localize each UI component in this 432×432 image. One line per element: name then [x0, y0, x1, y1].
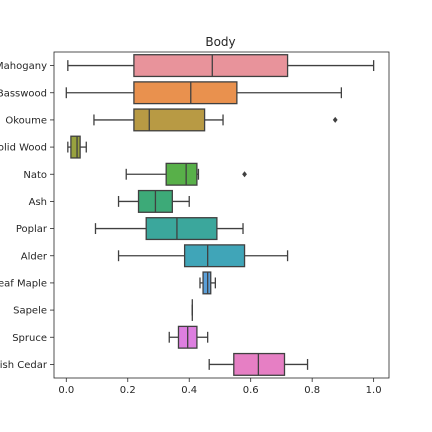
box-2 — [93, 108, 338, 132]
outlier-point — [242, 171, 247, 178]
x-axis: 0.0 0.2 0.4 0.6 0.8 1.0 — [58, 378, 382, 396]
chart-title: Body — [205, 35, 235, 49]
y-tick-label: Poplar — [16, 224, 48, 235]
box-4 — [125, 162, 247, 186]
y-tick-label: Nato — [23, 170, 47, 181]
box-6 — [94, 217, 244, 241]
box-1 — [65, 81, 343, 105]
y-tick-label: Spruce — [12, 333, 47, 344]
y-tick-label: Leaf Maple — [0, 278, 47, 289]
y-tick-label: Basswood — [0, 88, 47, 99]
box-5 — [117, 189, 190, 213]
y-tick-label: Sapele — [13, 306, 47, 317]
box-iqr — [133, 54, 289, 78]
box-iqr — [233, 352, 286, 376]
y-tick-label: Ash — [29, 197, 47, 208]
box-group — [65, 54, 375, 376]
x-tick-label: 0.8 — [304, 385, 320, 396]
x-tick-label: 0.2 — [120, 385, 136, 396]
y-tick-label: Mahogany — [0, 61, 47, 72]
box-iqr — [133, 108, 206, 132]
box-10 — [168, 325, 209, 349]
x-tick-label: 0.0 — [58, 385, 74, 396]
box-iqr — [202, 271, 212, 295]
y-tick-label: Solid Wood — [0, 143, 47, 154]
plot-frame — [53, 51, 390, 379]
box-8 — [199, 271, 217, 295]
box-3 — [67, 135, 87, 159]
y-tick-label: Spanish Cedar — [0, 360, 48, 371]
x-tick-label: 0.4 — [181, 385, 197, 396]
box-iqr — [165, 162, 198, 186]
box-iqr — [133, 81, 238, 105]
y-axis: Mahogany Basswood Okoume Solid Wood Nato Ash P… — [0, 61, 54, 371]
x-tick-label: 1.0 — [366, 385, 382, 396]
box-7 — [117, 244, 289, 268]
box-iqr — [183, 244, 246, 268]
y-tick-label: Okoume — [5, 115, 47, 126]
x-tick-label: 0.6 — [243, 385, 259, 396]
box-0 — [67, 54, 375, 78]
box-iqr — [145, 217, 218, 241]
box-iqr — [70, 135, 81, 159]
box-11 — [208, 352, 309, 376]
outlier-point — [332, 116, 338, 123]
y-tick-label: Alder — [21, 251, 48, 262]
